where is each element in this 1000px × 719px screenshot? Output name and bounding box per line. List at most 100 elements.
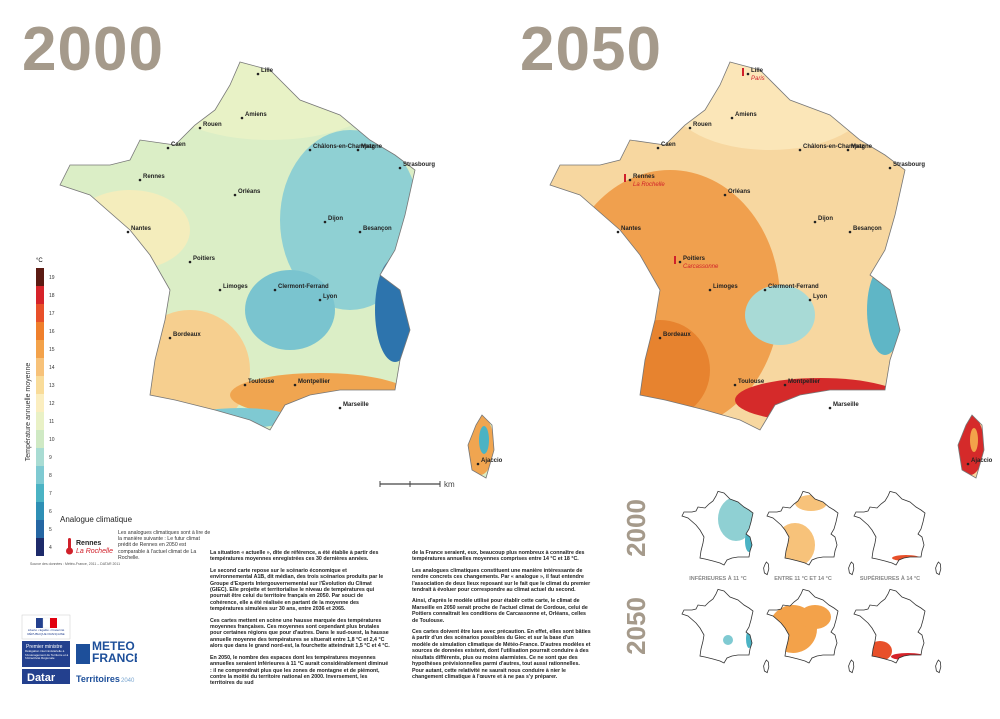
city-dot: [233, 193, 237, 197]
city-label: Metz: [851, 144, 864, 150]
city-dot: [323, 220, 327, 224]
city-dot: [293, 383, 297, 387]
logo-territoires-year: 2040: [121, 678, 135, 684]
city-label: Montpellier: [788, 379, 821, 385]
small-map: [681, 589, 770, 673]
logo-republic: Liberté • Égalité • Fraternité RÉPUBLIQU…: [27, 629, 65, 636]
city-dot: [848, 230, 852, 234]
city-dot: [846, 148, 850, 152]
analog-label: La Rochelle: [633, 182, 665, 188]
legend-swatch: [36, 448, 44, 466]
city-label: Metz: [361, 144, 374, 150]
city-dot: [218, 288, 222, 292]
city-label: Toulouse: [248, 379, 275, 385]
city-label: Amiens: [735, 112, 757, 118]
city-label: Lille: [261, 68, 274, 74]
analog-marker: [624, 174, 626, 182]
legend-label: 6: [49, 509, 52, 515]
legend-swatch: [36, 430, 44, 448]
legend-label: 10: [49, 437, 55, 443]
city-dot: [243, 383, 247, 387]
city-label: Rennes: [633, 174, 655, 180]
legend-label: 13: [49, 383, 55, 389]
analog-label: Paris: [751, 76, 765, 82]
logo-datar: Datar: [27, 672, 56, 684]
legend-swatch: [36, 268, 44, 286]
legend-swatch: [36, 322, 44, 340]
small-map-patch: [723, 635, 733, 645]
paragraph: de la France seraient, eux, beaucoup plu…: [412, 550, 585, 563]
city-label: Amiens: [245, 112, 267, 118]
city-dot: [398, 166, 402, 170]
legend-swatch: [36, 376, 44, 394]
city-label: Ajaccio: [481, 458, 503, 464]
small-map: [853, 490, 942, 575]
city-label: Limoges: [713, 284, 738, 290]
city-dot: [616, 230, 620, 234]
color-legend: °C 19 18 17 16 15 14 13 12 11 10 9 8 7 6 5 4 Température …: [25, 258, 55, 556]
city-label: Dijon: [818, 216, 833, 222]
text-column-1: La situation « actuelle », dite de référ…: [210, 550, 390, 692]
small-map-patch: [718, 497, 754, 541]
city-dot: [126, 230, 130, 234]
legend-label: 4: [49, 545, 52, 551]
paragraph: En 2050, le nombre des espaces dont les …: [210, 654, 389, 687]
small-map: [766, 589, 855, 673]
city-label: Orléans: [728, 189, 751, 195]
text-column-2: de la France seraient, eux, beaucoup plu…: [412, 550, 592, 685]
column-label: INFÉRIEURES À 11 °C: [689, 574, 747, 582]
map-2000: [40, 50, 510, 490]
city-dot: [188, 260, 192, 264]
scale-unit: km: [444, 480, 455, 489]
logo-pm-text: Délégation interministérielle à l'Aménag…: [25, 650, 69, 661]
city-label: Dijon: [328, 216, 343, 222]
legend-swatch: [36, 394, 44, 412]
analog-label: Carcassonne: [683, 264, 719, 270]
city-dot: [688, 126, 692, 130]
city-label: Poitiers: [683, 256, 706, 262]
small-map: [766, 490, 855, 575]
small-map: [681, 490, 770, 575]
city-label: Clermont-Ferrand: [278, 284, 329, 290]
small-maps: 2000 INFÉRIEURES À 11 °C ENTRE 11 °C ET 14…: [621, 490, 942, 673]
column-label: SUPÉRIEURES À 14 °C: [860, 574, 920, 582]
city-label: Besançon: [363, 226, 392, 232]
logo-pm: Premier ministre: [26, 644, 63, 650]
city-dot: [273, 288, 277, 292]
legend-label: 15: [49, 347, 55, 353]
city-dot: [318, 298, 322, 302]
paragraph: Les analogues climatiques constituent un…: [412, 567, 591, 594]
city-label: Orléans: [238, 189, 261, 195]
legend-label: 17: [49, 311, 55, 317]
city-dot: [723, 193, 727, 197]
city-label: Strasbourg: [403, 162, 435, 168]
city-label: Châlons-en-Champagne: [803, 144, 873, 150]
legend-unit: °C: [36, 258, 43, 264]
city-label: Lyon: [813, 294, 827, 300]
city-dot: [798, 148, 802, 152]
city-label: Caen: [171, 142, 186, 148]
logos: Liberté • Égalité • Fraternité RÉPUBLIQU…: [21, 614, 137, 684]
analog-text-box: Les analogues climatiques sont à lire de…: [118, 530, 211, 561]
city-dot: [678, 260, 682, 264]
legend-swatch: [36, 412, 44, 430]
analog-title: Analogue climatique: [60, 515, 133, 524]
paragraph: Le second carte repose sur le scénario é…: [210, 567, 384, 613]
analog-text: Les analogues climatiques sont à lire de…: [118, 530, 211, 561]
city-label: Bordeaux: [173, 332, 201, 338]
city-dot: [628, 178, 632, 182]
legend-label: 8: [49, 473, 52, 479]
city-dot: [138, 178, 142, 182]
legend-label: 14: [49, 365, 55, 371]
legend-swatch: [36, 484, 44, 502]
city-label: Caen: [661, 142, 676, 148]
legend-label: 9: [49, 455, 52, 461]
small-map-patch: [891, 653, 925, 661]
source: Source des données : Météo-France, 2011 …: [30, 562, 120, 566]
city-dot: [356, 148, 360, 152]
city-dot: [888, 166, 892, 170]
legend-label: 7: [49, 491, 52, 497]
legend-swatch: [36, 304, 44, 322]
analog-city: Rennes: [76, 540, 101, 547]
legend-swatch: [36, 538, 44, 556]
